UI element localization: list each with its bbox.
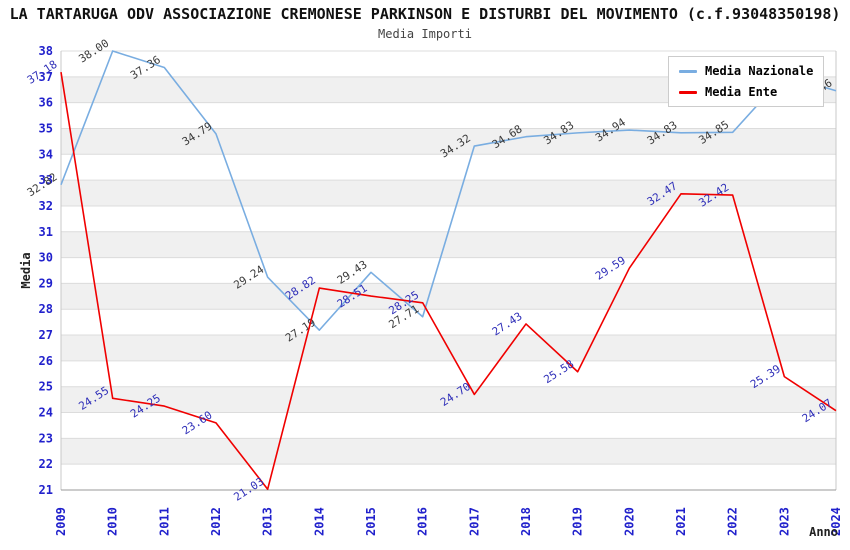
- svg-text:2020: 2020: [622, 507, 636, 536]
- svg-text:22: 22: [39, 457, 53, 471]
- svg-text:2021: 2021: [674, 507, 688, 536]
- svg-text:2023: 2023: [777, 507, 791, 536]
- legend-item-media-ente: Media Ente: [679, 85, 813, 99]
- plot-bands: [61, 51, 836, 490]
- svg-text:2011: 2011: [157, 507, 171, 536]
- svg-text:2014: 2014: [312, 507, 326, 536]
- svg-text:24: 24: [39, 406, 53, 420]
- svg-text:23: 23: [39, 431, 53, 445]
- svg-text:21: 21: [39, 483, 53, 497]
- legend: Media Nazionale Media Ente: [668, 56, 825, 107]
- x-axis-ticks: 2009 2010 2011 2012 2013 2014 2015 2016 2017 2018…: [54, 507, 843, 536]
- svg-text:30: 30: [39, 251, 53, 265]
- svg-text:2010: 2010: [106, 507, 120, 536]
- svg-text:29: 29: [39, 276, 53, 290]
- svg-text:31: 31: [39, 225, 53, 239]
- legend-line-swatch-ente: [679, 90, 697, 94]
- svg-text:25: 25: [39, 380, 53, 394]
- svg-text:2024: 2024: [829, 507, 843, 536]
- svg-text:33: 33: [39, 173, 53, 187]
- svg-text:2019: 2019: [571, 507, 585, 536]
- svg-text:27: 27: [39, 328, 53, 342]
- svg-text:2013: 2013: [261, 507, 275, 536]
- svg-text:2009: 2009: [54, 507, 68, 536]
- svg-text:2022: 2022: [726, 507, 740, 536]
- svg-text:38: 38: [39, 44, 53, 58]
- series-line-media-nazionale: [60, 50, 837, 331]
- legend-line-swatch-nazionale: [679, 69, 697, 73]
- svg-text:2012: 2012: [209, 507, 223, 536]
- y-axis-title: Media: [19, 252, 33, 288]
- svg-text:2017: 2017: [467, 507, 481, 536]
- svg-text:35: 35: [39, 121, 53, 135]
- legend-label: Media Nazionale: [705, 64, 814, 78]
- y-axis-ticks: 21 22 23 24 25 26 27 28 29 30 31 32 33 34 35 36 37 38: [39, 44, 53, 497]
- plot-border: [60, 51, 837, 491]
- svg-text:2015: 2015: [364, 507, 378, 536]
- svg-text:37: 37: [39, 70, 53, 84]
- legend-item-media-nazionale: Media Nazionale: [679, 64, 813, 78]
- series-line-media-ente: [60, 72, 837, 491]
- svg-text:28: 28: [39, 302, 53, 316]
- svg-text:32: 32: [39, 199, 53, 213]
- svg-text:26: 26: [39, 354, 53, 368]
- svg-text:34: 34: [39, 147, 53, 161]
- svg-text:2016: 2016: [416, 507, 430, 536]
- x-axis-title: Anno: [809, 525, 838, 539]
- svg-text:36: 36: [39, 96, 53, 110]
- chart-title: LA TARTARUGA ODV ASSOCIAZIONE CREMONESE …: [9, 5, 841, 23]
- legend-label: Media Ente: [705, 85, 778, 99]
- chart-subtitle: Media Importi: [378, 27, 472, 41]
- svg-text:2018: 2018: [519, 507, 533, 536]
